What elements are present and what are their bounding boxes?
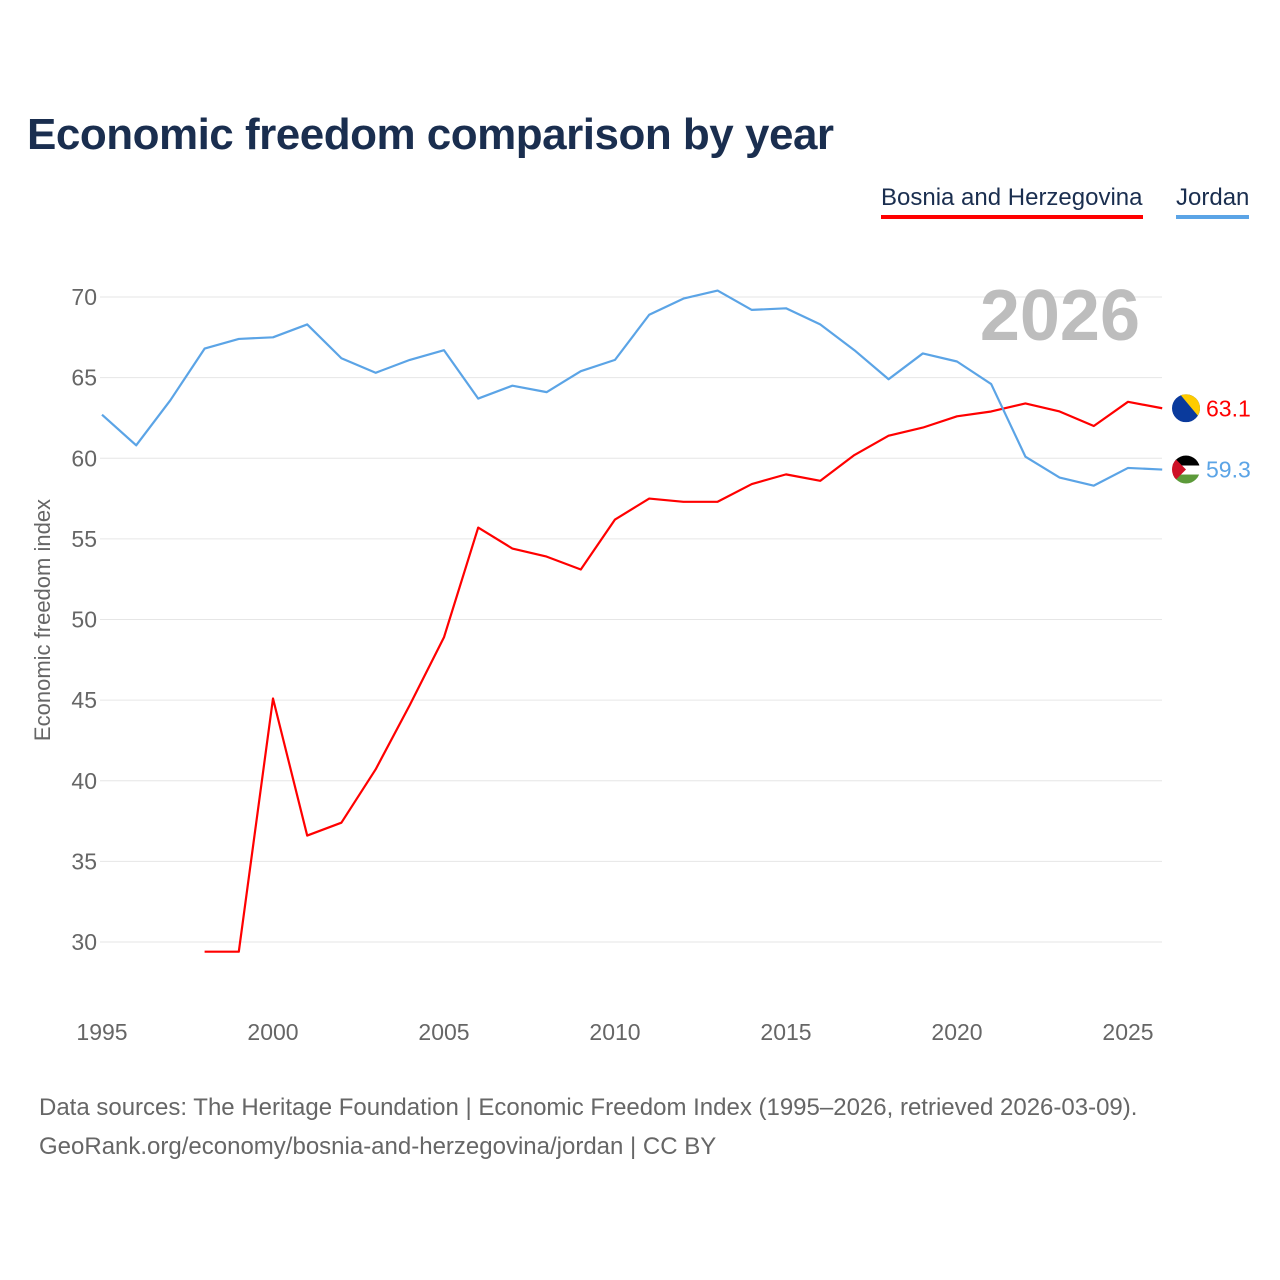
source-text: Data sources: The Heritage Foundation | … [39, 1094, 1138, 1121]
bosnia-flag-icon [1172, 394, 1200, 423]
chart-title: Economic freedom comparison by year [27, 110, 834, 159]
y-tick-label: 40 [71, 768, 97, 794]
x-tick-label: 2005 [418, 1019, 469, 1045]
series-line-bosnia [204, 400, 1163, 953]
y-tick-label: 65 [71, 365, 97, 391]
y-tick-label: 35 [71, 848, 97, 874]
y-axis-label: Economic freedom index [30, 499, 55, 741]
y-tick-label: 50 [71, 607, 97, 633]
y-tick-label: 60 [71, 445, 97, 471]
y-tick-label: 70 [71, 284, 97, 310]
x-tick-label: 2015 [760, 1019, 811, 1045]
x-tick-label: 2020 [931, 1019, 982, 1045]
series-line-jordan [101, 289, 1163, 487]
legend-bosnia[interactable]: Bosnia and Herzegovina [881, 184, 1143, 219]
y-tick-label: 30 [71, 929, 97, 955]
x-tick-label: 2010 [589, 1019, 640, 1045]
x-tick-label: 1995 [76, 1019, 127, 1045]
year-watermark: 2026 [980, 276, 1140, 356]
end-value-label: 59.3 [1206, 457, 1251, 483]
y-tick-label: 55 [71, 526, 97, 552]
x-tick-label: 2000 [247, 1019, 298, 1045]
y-tick-label: 45 [71, 687, 97, 713]
x-tick-label: 2025 [1102, 1019, 1153, 1045]
legend-jordan[interactable]: Jordan [1176, 184, 1250, 219]
jordan-flag-icon [1172, 455, 1200, 484]
end-value-label: 63.1 [1206, 395, 1251, 421]
url-text[interactable]: GeoRank.org/economy/bosnia-and-herzegovi… [39, 1133, 717, 1160]
footer: Data sources: The Heritage Foundation | … [39, 1088, 1137, 1166]
